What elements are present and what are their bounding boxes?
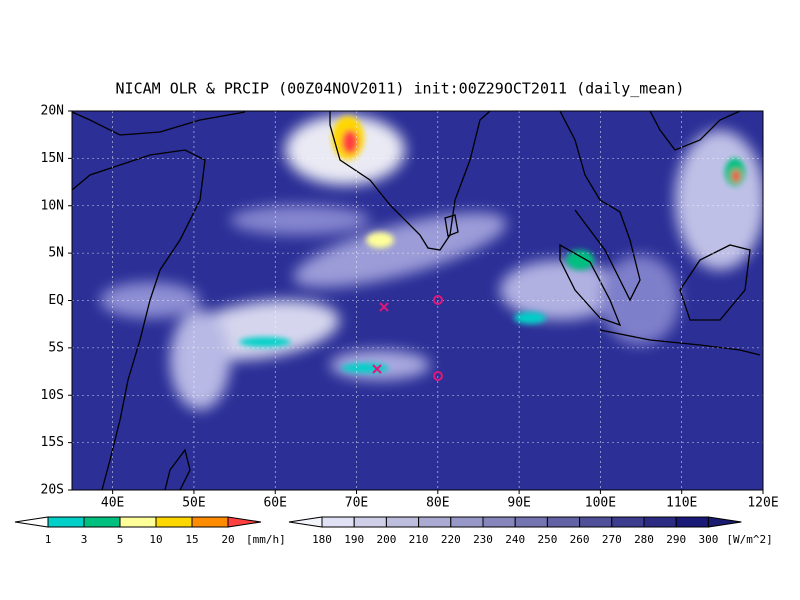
colorbar-label: 3	[81, 533, 88, 546]
colorbar-cell	[353, 516, 387, 528]
colorbar-label: 20	[221, 533, 234, 546]
colorbar-cell	[579, 516, 613, 528]
lat-label: 15S	[41, 435, 64, 450]
lon-label: 90E	[507, 496, 530, 511]
lon-label: 120E	[747, 496, 778, 511]
lon-label: 60E	[263, 496, 286, 511]
colorbar-label: 240	[505, 533, 525, 546]
colorbar-label: 15	[185, 533, 198, 546]
colorbar-cell	[675, 516, 709, 528]
colorbar-label: 300	[698, 533, 718, 546]
colorbar-label: 210	[409, 533, 429, 546]
lat-label: 10N	[41, 198, 64, 213]
map-title: NICAM OLR & PRCIP (00Z04NOV2011) init:00…	[116, 80, 685, 98]
colorbar-label: 270	[602, 533, 622, 546]
lat-label: EQ	[48, 293, 64, 308]
colorbar-label: 260	[570, 533, 590, 546]
colorbar-cell	[191, 516, 229, 528]
colorbar-tip	[14, 516, 49, 528]
map-imagery	[72, 111, 763, 490]
graticule	[72, 111, 763, 490]
colorbar-unit: [W/m^2]	[726, 533, 772, 546]
lat-label: 20S	[41, 483, 64, 498]
colorbar-cell	[418, 516, 452, 528]
lon-label: 100E	[585, 496, 616, 511]
lat-label: 5S	[48, 340, 64, 355]
colorbar-label: 10	[149, 533, 162, 546]
colorbar-label: 1	[45, 533, 52, 546]
colorbar-label: 280	[634, 533, 654, 546]
colorbar-label: 290	[666, 533, 686, 546]
markers	[372, 295, 443, 381]
lon-label: 40E	[101, 496, 124, 511]
colorbar-cell	[47, 516, 85, 528]
colorbar-cell	[83, 516, 121, 528]
colorbar-cell	[155, 516, 193, 528]
colorbar-label: 180	[312, 533, 332, 546]
lat-label: 5N	[48, 246, 64, 261]
colorbar-cell	[450, 516, 484, 528]
colorbar-cell	[611, 516, 645, 528]
colorbar-cell	[385, 516, 420, 528]
colorbar-tip	[227, 516, 262, 528]
colorbar-cell	[514, 516, 548, 528]
colorbar-cell	[321, 516, 355, 528]
colorbar-label: 190	[344, 533, 364, 546]
colorbar-cell	[643, 516, 677, 528]
lon-label: 110E	[666, 496, 697, 511]
lat-label: 15N	[41, 151, 64, 166]
lat-label: 20N	[41, 104, 64, 119]
colorbar-cell	[482, 516, 516, 528]
coastlines	[72, 111, 761, 490]
colorbar-label: 250	[537, 533, 557, 546]
lon-label: 80E	[426, 496, 449, 511]
colorbar-label: 220	[441, 533, 461, 546]
colorbar-cell	[119, 516, 157, 528]
colorbar-tip	[288, 516, 323, 528]
colorbar-label: 230	[473, 533, 493, 546]
colorbar-label: 200	[376, 533, 396, 546]
colorbar-label: 5	[117, 533, 124, 546]
colorbar-cell	[546, 516, 581, 528]
lon-label: 70E	[345, 496, 368, 511]
colorbar-tip	[707, 516, 742, 528]
colorbar-unit: [mm/h]	[246, 533, 286, 546]
lat-label: 10S	[41, 388, 64, 403]
lon-label: 50E	[182, 496, 205, 511]
